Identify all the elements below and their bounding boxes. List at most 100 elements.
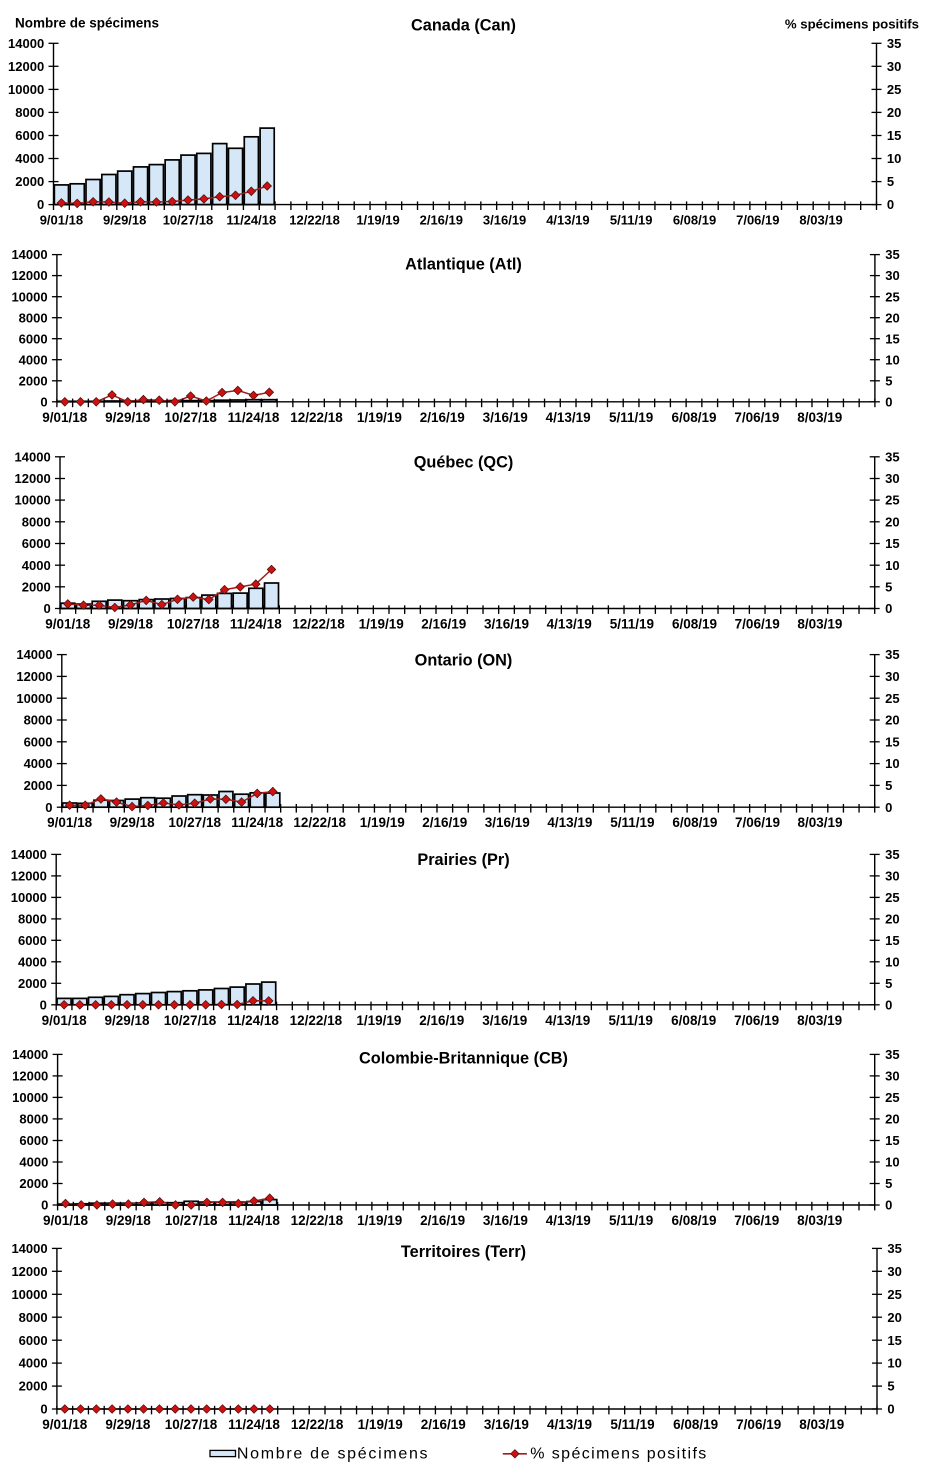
svg-text:12/22/18: 12/22/18 <box>290 410 343 425</box>
svg-text:4000: 4000 <box>18 954 47 969</box>
svg-text:5: 5 <box>887 1379 894 1394</box>
svg-text:2/16/19: 2/16/19 <box>420 213 463 228</box>
svg-text:15: 15 <box>885 331 899 346</box>
svg-text:4/13/19: 4/13/19 <box>547 815 592 830</box>
svg-text:2/16/19: 2/16/19 <box>419 1013 464 1028</box>
svg-text:5/11/19: 5/11/19 <box>609 1213 653 1228</box>
svg-text:4/13/19: 4/13/19 <box>547 1417 592 1432</box>
svg-text:2/16/19: 2/16/19 <box>421 617 466 632</box>
svg-text:4/13/19: 4/13/19 <box>547 617 592 632</box>
svg-text:30: 30 <box>885 471 899 486</box>
svg-text:14000: 14000 <box>11 1241 47 1256</box>
svg-text:5: 5 <box>885 579 892 594</box>
svg-text:35: 35 <box>885 647 899 662</box>
svg-text:10000: 10000 <box>12 1090 48 1105</box>
svg-text:10/27/18: 10/27/18 <box>168 815 221 830</box>
svg-text:15: 15 <box>885 933 899 948</box>
svg-text:12/22/18: 12/22/18 <box>291 1417 344 1432</box>
svg-text:4/13/19: 4/13/19 <box>546 410 591 425</box>
svg-text:10/27/18: 10/27/18 <box>167 617 220 632</box>
svg-text:4000: 4000 <box>19 1356 48 1371</box>
svg-text:12/22/18: 12/22/18 <box>289 213 340 228</box>
svg-text:20: 20 <box>885 1112 899 1127</box>
svg-text:2/16/19: 2/16/19 <box>421 1417 466 1432</box>
svg-text:11/24/18: 11/24/18 <box>226 213 276 228</box>
svg-text:12/22/18: 12/22/18 <box>291 1213 344 1228</box>
svg-text:9/01/18: 9/01/18 <box>42 1417 88 1432</box>
svg-text:8000: 8000 <box>19 1310 48 1325</box>
svg-text:8/03/19: 8/03/19 <box>797 1013 842 1028</box>
svg-text:0: 0 <box>40 997 47 1012</box>
svg-text:35: 35 <box>885 449 899 464</box>
svg-text:30: 30 <box>885 268 899 283</box>
svg-text:5: 5 <box>885 373 892 388</box>
svg-text:2000: 2000 <box>19 1379 48 1394</box>
svg-text:12000: 12000 <box>16 669 52 684</box>
svg-text:2000: 2000 <box>18 976 47 991</box>
svg-text:10000: 10000 <box>15 493 51 508</box>
svg-text:2000: 2000 <box>22 579 51 594</box>
svg-text:5/11/19: 5/11/19 <box>610 617 654 632</box>
svg-text:10: 10 <box>887 151 901 166</box>
svg-text:12/22/18: 12/22/18 <box>290 1013 343 1028</box>
svg-text:8000: 8000 <box>19 1112 48 1127</box>
svg-text:12000: 12000 <box>8 59 44 74</box>
svg-text:5/11/19: 5/11/19 <box>610 213 653 228</box>
svg-text:2/16/19: 2/16/19 <box>420 1213 465 1228</box>
svg-text:11/24/18: 11/24/18 <box>228 410 280 425</box>
svg-text:7/06/19: 7/06/19 <box>734 1013 779 1028</box>
svg-text:10/27/18: 10/27/18 <box>163 213 214 228</box>
svg-text:6000: 6000 <box>22 536 51 551</box>
svg-text:25: 25 <box>885 1090 899 1105</box>
svg-text:6/08/19: 6/08/19 <box>672 617 717 632</box>
svg-text:6/08/19: 6/08/19 <box>671 1013 716 1028</box>
svg-text:7/06/19: 7/06/19 <box>734 410 779 425</box>
svg-text:25: 25 <box>887 82 901 97</box>
svg-text:30: 30 <box>885 669 899 684</box>
svg-text:6000: 6000 <box>19 331 48 346</box>
svg-text:35: 35 <box>887 1241 901 1256</box>
svg-text:3/16/19: 3/16/19 <box>483 410 528 425</box>
svg-text:8000: 8000 <box>19 310 48 325</box>
svg-text:10: 10 <box>885 1155 899 1170</box>
svg-text:1/19/19: 1/19/19 <box>357 1213 402 1228</box>
svg-text:35: 35 <box>885 247 899 262</box>
svg-text:3/16/19: 3/16/19 <box>483 1213 528 1228</box>
svg-text:15: 15 <box>885 1133 899 1148</box>
svg-text:0: 0 <box>885 800 892 815</box>
svg-text:6/08/19: 6/08/19 <box>673 1417 718 1432</box>
svg-text:1/19/19: 1/19/19 <box>356 213 399 228</box>
svg-text:8000: 8000 <box>22 514 51 529</box>
svg-text:4000: 4000 <box>19 1155 48 1170</box>
svg-text:14000: 14000 <box>8 36 44 51</box>
svg-text:8/03/19: 8/03/19 <box>797 617 842 632</box>
svg-text:5: 5 <box>885 976 892 991</box>
svg-text:8000: 8000 <box>24 713 53 728</box>
svg-text:9/01/18: 9/01/18 <box>40 213 83 228</box>
svg-text:0: 0 <box>885 1198 892 1213</box>
svg-text:25: 25 <box>885 890 899 905</box>
svg-text:5/11/19: 5/11/19 <box>609 410 653 425</box>
svg-text:Canada (Can): Canada (Can) <box>411 16 516 34</box>
svg-text:0: 0 <box>41 1198 48 1213</box>
svg-text:0: 0 <box>887 197 894 212</box>
svg-text:4/13/19: 4/13/19 <box>545 1013 590 1028</box>
svg-text:6/08/19: 6/08/19 <box>671 410 716 425</box>
svg-text:10: 10 <box>885 558 899 573</box>
svg-text:5/11/19: 5/11/19 <box>610 1417 654 1432</box>
svg-text:10: 10 <box>885 954 899 969</box>
svg-text:0: 0 <box>45 800 52 815</box>
svg-text:10/27/18: 10/27/18 <box>164 410 217 425</box>
svg-text:6/08/19: 6/08/19 <box>671 1213 716 1228</box>
svg-text:10000: 10000 <box>11 289 47 304</box>
svg-text:Québec (QC): Québec (QC) <box>414 454 514 472</box>
svg-text:20: 20 <box>885 310 899 325</box>
svg-text:Atlantique (Atl): Atlantique (Atl) <box>405 256 522 274</box>
svg-text:14000: 14000 <box>11 847 47 862</box>
svg-text:20: 20 <box>885 912 899 927</box>
svg-text:6000: 6000 <box>15 128 44 143</box>
svg-text:14000: 14000 <box>11 247 47 262</box>
svg-text:11/24/18: 11/24/18 <box>230 617 282 632</box>
svg-text:10000: 10000 <box>11 1287 47 1302</box>
svg-text:14000: 14000 <box>12 1047 48 1062</box>
